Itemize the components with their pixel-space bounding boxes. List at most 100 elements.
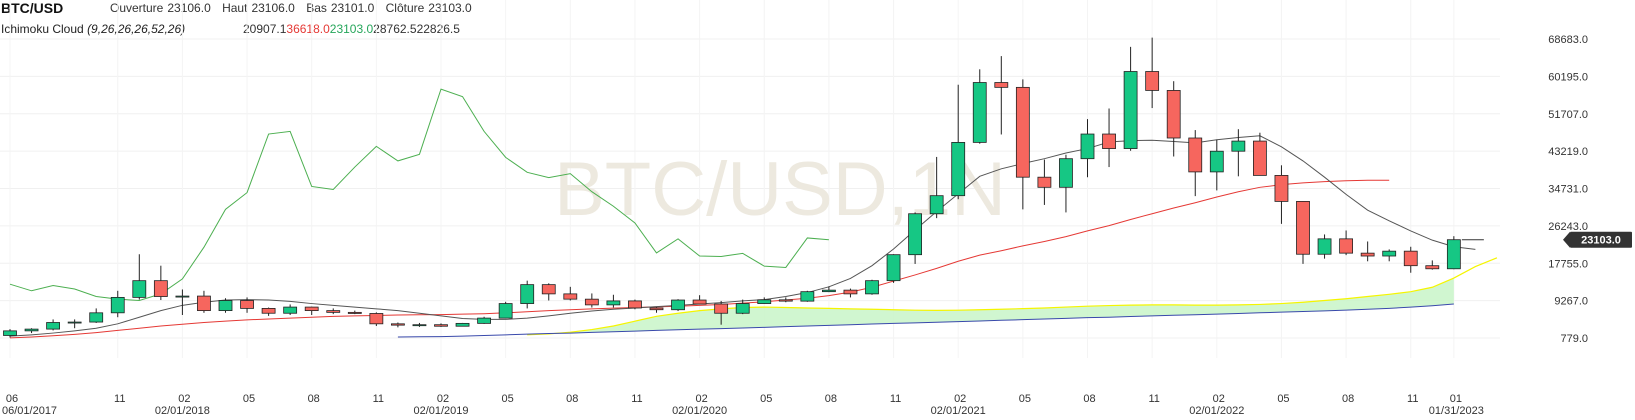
candle-body-down (649, 307, 664, 311)
candle (1403, 246, 1418, 273)
x-date-label: 02/01/2020 (672, 405, 727, 417)
candle-body-down (261, 308, 276, 314)
candle (929, 156, 944, 219)
x-tick-label: 08 (1083, 393, 1095, 405)
indicator-value: 22826.5 (416, 22, 460, 36)
x-tick-label: 02 (1213, 393, 1225, 405)
candle (1360, 241, 1375, 262)
candle (886, 254, 901, 283)
candle (671, 299, 685, 312)
candle-body-down (1274, 175, 1289, 202)
ohlc-readout: Ouverture 23106.0 Haut 23106.0 Bas 23101.0 … (110, 1, 480, 15)
indicator-legend[interactable]: Ichimoku Cloud (9,26,26,26,52,26) (1, 22, 185, 36)
candle-body-up (908, 213, 922, 256)
ichimoku-lines (9, 88, 1498, 339)
candle (800, 290, 815, 302)
symbol-label: BTC/USD (1, 0, 64, 16)
candle-body-up (1123, 71, 1138, 149)
candle-body-up (46, 322, 60, 330)
x-tick-label: 11 (114, 393, 125, 405)
candle (1339, 230, 1353, 256)
y-tick-label: 779.0 (1560, 333, 1588, 345)
candle (132, 254, 147, 300)
candle-body-up (24, 328, 39, 332)
candle (218, 298, 233, 313)
candle (455, 322, 470, 327)
candle (304, 306, 319, 316)
candle (1015, 79, 1030, 210)
candle-body-up (1382, 250, 1397, 257)
y-tick-label: 51707.0 (1548, 109, 1588, 121)
candle (283, 304, 298, 316)
kijun-sen-line (9, 179, 1390, 339)
x-tick-label: 05 (760, 393, 772, 405)
candle-body-down (153, 280, 168, 297)
price-badge-box (1570, 231, 1632, 248)
indicator-value: 36618.0 (286, 22, 330, 36)
chart-header: BTC/USD (1, 0, 63, 16)
high-label: Haut (222, 1, 248, 15)
y-tick-label: 60195.0 (1548, 71, 1588, 83)
candle-body-down (994, 82, 1009, 88)
candle (606, 294, 621, 308)
candle-body-up (886, 254, 901, 282)
candle-body-up (1317, 238, 1332, 255)
candle-body-up (1080, 133, 1095, 160)
candle-body-down (692, 299, 707, 305)
candle-body-down (1015, 86, 1030, 178)
x-tick-label: 05 (1277, 393, 1289, 405)
candle-body-up (498, 303, 513, 319)
candle-body-down (584, 298, 599, 306)
candle-body-down (347, 311, 362, 314)
candle (46, 319, 60, 331)
candle-body-down (1253, 140, 1267, 176)
indicator-value: 20907.1 (243, 22, 287, 36)
candle-body-down (240, 300, 254, 309)
candle (1059, 154, 1073, 213)
candle (1382, 249, 1397, 262)
candle (67, 319, 82, 329)
chikou-span-line (9, 88, 829, 301)
candle (865, 279, 879, 295)
candle-body-down (1166, 90, 1181, 139)
open-value: 23106.0 (167, 1, 211, 15)
candle (175, 289, 190, 316)
x-tick-label: 08 (1342, 393, 1354, 405)
candle (822, 286, 836, 293)
candle (1253, 132, 1267, 176)
high-value: 23106.0 (251, 1, 295, 15)
candle-body-down (1188, 137, 1203, 173)
candle-body-down (326, 310, 341, 313)
x-tick-label: 05 (243, 393, 255, 405)
candle-body-down (563, 293, 578, 300)
candle (563, 286, 578, 301)
candle-body-up (132, 280, 147, 298)
candle-body-up (671, 299, 685, 311)
candle-body-down (1102, 133, 1116, 149)
candle (541, 283, 556, 301)
candle (628, 299, 642, 310)
candle-body-up (1059, 158, 1073, 188)
y-axis: 68683.0 60195.0 51707.0 43219.0 34731.0 26243… (1548, 34, 1588, 345)
candle-body-down (434, 324, 448, 327)
candle (908, 212, 922, 264)
x-tick-label: 11 (631, 393, 642, 405)
close-label: Clôture (385, 1, 425, 15)
candle (692, 295, 707, 305)
candle-body-up (455, 322, 470, 327)
indicator-name: Ichimoku Cloud (1, 22, 84, 36)
x-tick-label: 11 (373, 393, 384, 405)
candle (778, 297, 793, 303)
candle (434, 323, 448, 327)
x-tick-label: 02 (178, 393, 190, 405)
candle-body-up (951, 142, 966, 197)
candle-body-down (714, 303, 729, 314)
candle-body-down (1339, 238, 1353, 254)
candle-body-up (520, 284, 535, 304)
candle (1166, 81, 1181, 157)
candle-body-down (1037, 176, 1052, 188)
x-tick-label: 08 (308, 393, 320, 405)
candle (197, 290, 211, 313)
candle (153, 265, 168, 301)
